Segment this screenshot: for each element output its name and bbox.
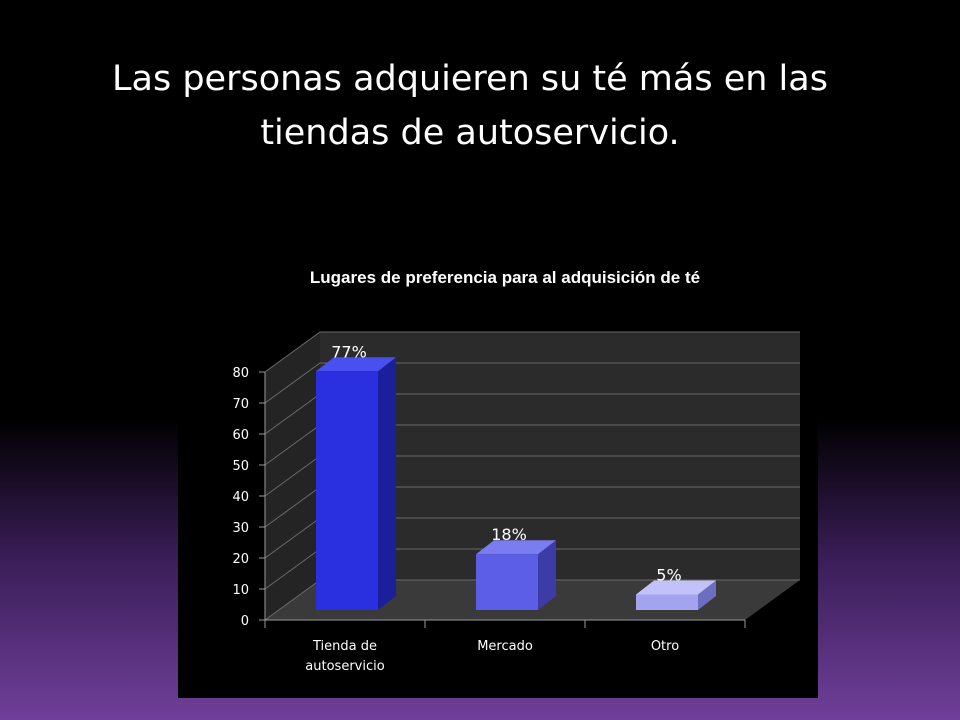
chart-title: Lugares de preferencia para al adquisici… [310,268,700,287]
y-tick-label: 30 [232,521,249,536]
bar-side [378,357,396,610]
bar-front [316,371,378,610]
gridline [264,362,800,404]
bar-front [636,594,698,610]
bar-front [476,554,538,610]
bar-side [698,580,716,610]
y-tick-label: 10 [232,583,249,598]
y-tick-label: 20 [232,552,249,567]
x-category-label: Tienda de [312,639,377,654]
gridline [264,331,800,373]
bar [636,580,716,610]
slide-title: Las personas adquieren su té más en las … [112,59,828,153]
data-labels: 77% 18% 5% [331,342,681,584]
data-label: 5% [656,566,681,585]
x-category-label: Mercado [477,639,533,654]
bar-series [316,357,716,610]
y-tick-label: 70 [232,397,249,412]
y-axis: 0 10 20 30 40 50 60 70 80 [232,366,266,629]
data-label: 18% [491,525,527,544]
bar-side [538,540,556,610]
x-category-label: Otro [651,639,679,654]
bar [476,540,556,610]
x-category-label: autoservicio [305,659,384,674]
bar-top [316,357,396,372]
y-tick-label: 60 [232,428,249,443]
y-tick-label: 0 [241,614,249,629]
x-axis: Tienda de autoservicio Mercado Otro [264,619,746,674]
bar [316,357,396,610]
y-tick-label: 40 [232,490,249,505]
y-tick-label: 50 [232,459,249,474]
data-label: 77% [331,342,367,361]
bar-top [636,580,716,595]
y-tick-label: 80 [232,366,249,381]
bar-top [476,540,556,555]
